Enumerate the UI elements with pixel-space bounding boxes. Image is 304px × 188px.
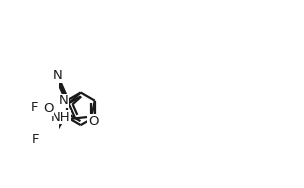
Text: NH: NH bbox=[51, 111, 71, 124]
Text: N: N bbox=[52, 69, 62, 82]
Text: F: F bbox=[31, 101, 38, 114]
Text: O: O bbox=[88, 115, 98, 128]
Text: F: F bbox=[32, 133, 39, 146]
Text: O: O bbox=[43, 102, 54, 115]
Text: N: N bbox=[58, 94, 68, 107]
